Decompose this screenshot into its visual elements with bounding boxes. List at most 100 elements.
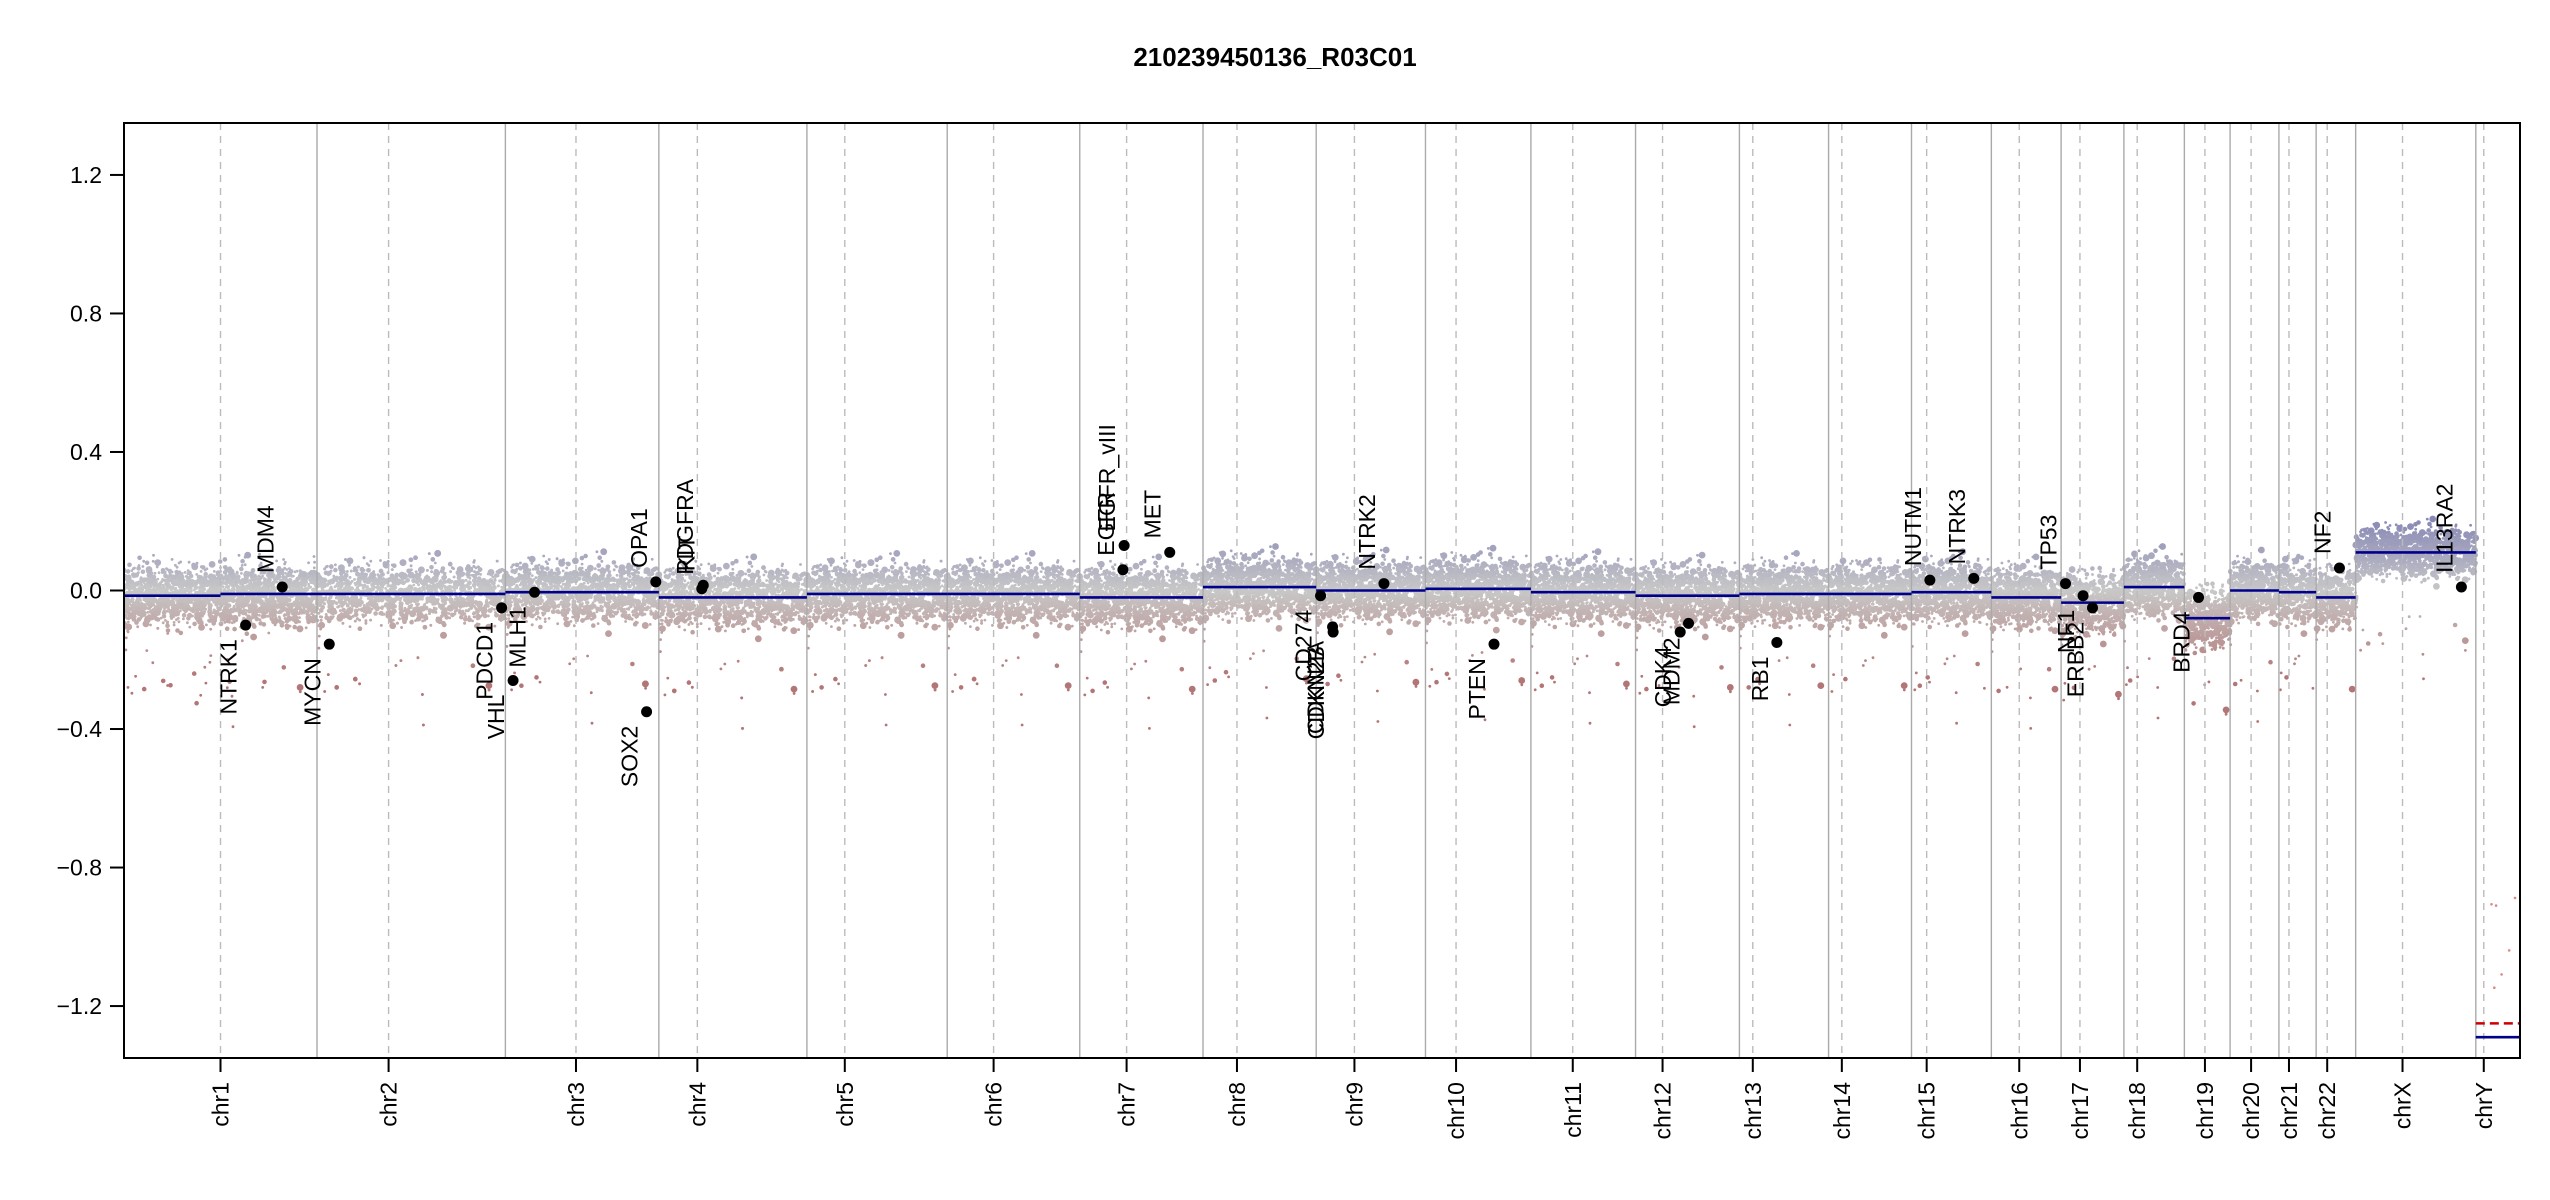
probe-point: [235, 570, 239, 574]
probe-point: [353, 589, 357, 592]
probe-point: [240, 558, 245, 564]
probe-point: [419, 609, 423, 613]
probe-point: [326, 590, 330, 593]
probe-point: [323, 567, 326, 571]
probe-point: [450, 612, 455, 618]
probe-point: [313, 560, 316, 564]
probe-point: [220, 580, 226, 585]
probe-point: [353, 619, 357, 623]
probe-point: [398, 617, 401, 621]
probe-point: [275, 559, 278, 563]
probe-point: [252, 625, 256, 629]
probe-point: [295, 569, 299, 573]
probe-point: [465, 601, 470, 607]
probe-point: [441, 599, 445, 602]
probe-point: [127, 600, 130, 604]
probe-point: [129, 585, 133, 589]
probe-point: [326, 618, 332, 624]
probe-point: [198, 618, 202, 621]
probe-point: [390, 576, 394, 580]
probe-point: [458, 595, 462, 599]
probe-point: [208, 561, 216, 568]
probe-point: [348, 625, 352, 628]
probe-point: [271, 600, 276, 605]
probe-point: [433, 561, 437, 565]
probe-point: [269, 616, 275, 622]
probe-point: [461, 609, 465, 613]
probe-point: [125, 617, 129, 620]
probe-point: [463, 589, 466, 592]
probe-point: [447, 561, 453, 567]
chart-title: 210239450136_R03C01: [0, 42, 2550, 73]
probe-point: [136, 607, 142, 612]
probe-point: [197, 578, 200, 582]
probe-point: [258, 621, 264, 626]
probe-point: [127, 587, 130, 590]
probe-point: [153, 606, 157, 610]
probe-point: [353, 676, 358, 682]
probe-point: [337, 614, 342, 619]
probe-point: [464, 609, 468, 613]
probe-point: [228, 619, 231, 623]
probe-point: [447, 612, 451, 615]
probe-point: [278, 597, 282, 601]
probe-point: [169, 588, 173, 592]
probe-point: [355, 602, 358, 606]
probe-point: [320, 615, 323, 619]
probe-point: [440, 605, 445, 611]
probe-point: [418, 571, 422, 575]
probe-point: [170, 558, 174, 561]
probe-point: [141, 565, 145, 568]
probe-point: [161, 621, 165, 625]
probe-point: [165, 628, 171, 633]
probe-point: [497, 584, 500, 588]
probe-point: [192, 621, 197, 627]
probe-point: [285, 578, 289, 582]
probe-point: [298, 606, 301, 610]
probe-point: [174, 569, 179, 575]
probe-point: [184, 610, 188, 613]
probe-point: [433, 584, 439, 589]
probe-point: [201, 614, 204, 618]
probe-point: [342, 575, 345, 579]
probe-point: [267, 631, 271, 635]
probe-point: [133, 585, 137, 589]
probe-point: [280, 607, 284, 611]
probe-point: [386, 560, 390, 563]
probe-point: [265, 609, 269, 613]
probe-point: [348, 576, 352, 579]
probe-point: [368, 606, 371, 610]
probe-point: [431, 579, 435, 583]
probe-point: [307, 561, 310, 565]
probe-point: [268, 610, 272, 614]
probe-point: [500, 613, 504, 616]
probe-point: [309, 581, 313, 584]
probe-point: [283, 617, 287, 620]
probe-point: [443, 584, 447, 588]
probe-point: [175, 589, 179, 592]
probe-point: [182, 617, 185, 621]
probe-point: [418, 596, 421, 600]
probe-point: [341, 621, 345, 625]
probe-point: [288, 567, 291, 570]
probe-point: [484, 603, 490, 608]
probe-point: [240, 564, 244, 567]
probe-point: [305, 580, 308, 584]
probe-point: [136, 625, 140, 629]
probe-point: [181, 612, 187, 618]
probe-point: [455, 609, 458, 613]
probe-point: [388, 603, 394, 608]
probe-point: [244, 631, 250, 636]
probe-point: [382, 612, 386, 616]
probe-point: [264, 596, 268, 600]
probe-point: [161, 614, 167, 619]
probe-point: [287, 577, 293, 583]
probe-point: [207, 619, 210, 622]
probe-point: [370, 587, 373, 591]
probe-point: [134, 581, 140, 586]
probe-point: [391, 563, 394, 567]
probe-point: [289, 607, 293, 611]
probe-point: [417, 583, 420, 587]
probe-point: [391, 589, 394, 593]
probe-point: [327, 573, 330, 577]
